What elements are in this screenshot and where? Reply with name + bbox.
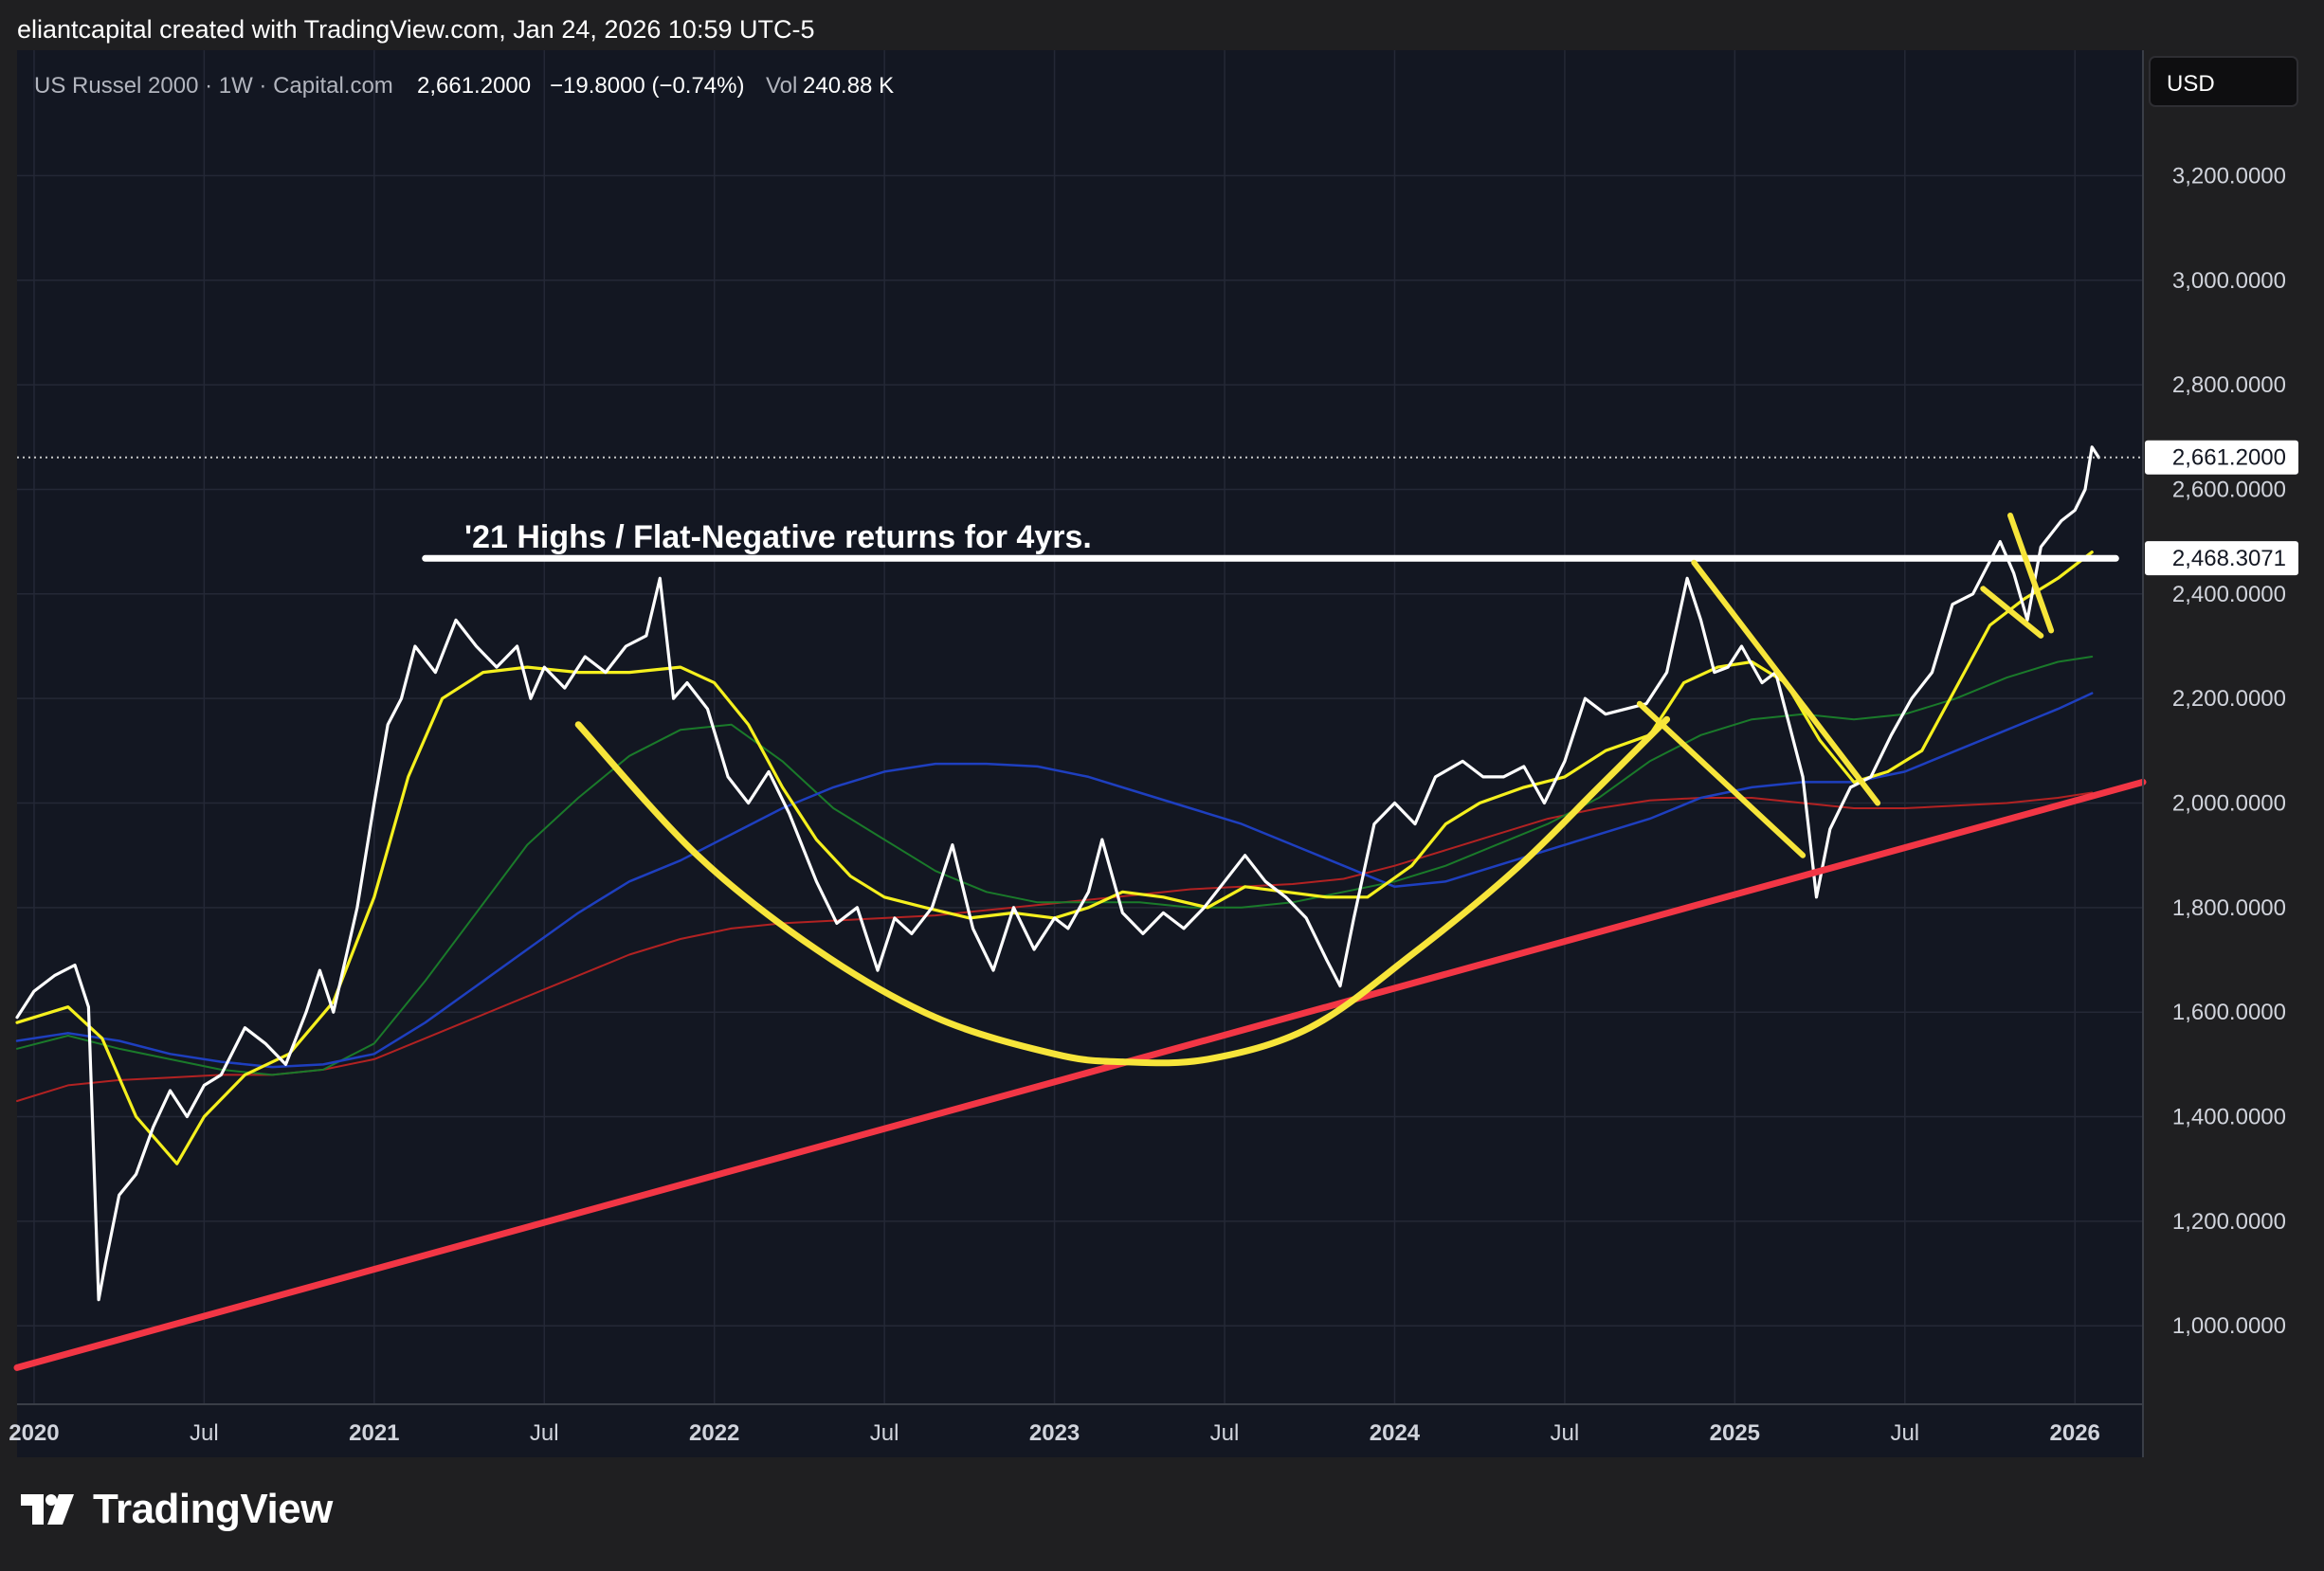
rounding-bottom-curve[interactable] (574, 715, 1671, 1067)
legend-vol-label: Vol (766, 73, 797, 99)
resistance-price-label-text: 2,468.3071 (2172, 546, 2286, 571)
x-tick-label: Jul (870, 1420, 899, 1446)
attribution: eliantcapital created with TradingView.c… (17, 15, 815, 44)
x-tick-label: Jul (1551, 1420, 1580, 1446)
x-tick-label: 2021 (349, 1420, 399, 1446)
legend: US Russel 2000 · 1W · Capital.com 2,661.… (34, 73, 894, 99)
pattern-line[interactable] (1980, 586, 2044, 639)
resistance-price-label-box (2145, 541, 2298, 576)
series-ma-green (16, 656, 2094, 1076)
x-tick-label: 2023 (1029, 1420, 1080, 1446)
pattern-line[interactable] (1636, 700, 1807, 858)
grid (17, 50, 2143, 1404)
y-tick-label: 3,200.0000 (2172, 163, 2286, 189)
y-tick-label: 1,600.0000 (2172, 1000, 2286, 1025)
currency-label: USD (2167, 71, 2215, 97)
y-tick-label: 2,600.0000 (2172, 477, 2286, 502)
y-tick-label: 1,000.0000 (2172, 1313, 2286, 1339)
last-price-label-text: 2,661.2000 (2172, 445, 2286, 471)
x-tick-label: 2025 (1710, 1420, 1760, 1446)
series-price (15, 445, 2100, 1302)
x-tick-label: Jul (190, 1420, 219, 1446)
series-ma-blue (15, 692, 2094, 1069)
drawing-layer[interactable] (13, 513, 2147, 1371)
legend-symbol[interactable]: US Russel 2000 · 1W · Capital.com (34, 73, 393, 99)
currency-button[interactable]: USD (2149, 56, 2298, 107)
brand-name: TradingView (93, 1486, 333, 1532)
price-labels: 2,661.2000 2,468.3071 (2145, 440, 2298, 576)
price-axis[interactable]: 1,000.0000 1,200.0000 1,400.0000 1,600.0000… (2172, 163, 2286, 1339)
chart-background (17, 50, 2143, 1457)
last-price-label: 2,661.2000 (2145, 440, 2298, 475)
resistance-price-label: 2,468.3071 (2145, 541, 2298, 576)
pattern-line[interactable] (1691, 559, 1881, 806)
legend-price: 2,661.2000 (417, 73, 531, 99)
x-tick-label: Jul (1210, 1420, 1240, 1446)
x-tick-label: 2022 (689, 1420, 739, 1446)
y-tick-label: 2,200.0000 (2172, 686, 2286, 712)
y-tick-label: 1,400.0000 (2172, 1105, 2286, 1130)
x-tick-label: 2020 (9, 1420, 59, 1446)
x-tick-label: Jul (530, 1420, 559, 1446)
legend-vol-value: 240.88 K (803, 73, 894, 99)
y-tick-label: 2,000.0000 (2172, 791, 2286, 817)
pattern-line[interactable] (2007, 513, 2055, 634)
time-axis[interactable]: 2020 Jul 2021 Jul 2022 Jul 2023 Jul 2024 Jul 2025 J… (9, 1420, 2100, 1446)
last-price-label-box (2145, 440, 2298, 475)
x-tick-label: 2026 (2050, 1420, 2100, 1446)
brand[interactable]: TradingView (21, 1486, 333, 1533)
x-tick-label: Jul (1890, 1420, 1919, 1446)
annotation-text[interactable]: '21 Highs / Flat-Negative returns for 4y… (464, 519, 1092, 555)
support-trendline[interactable] (13, 778, 2147, 1371)
y-tick-label: 1,200.0000 (2172, 1209, 2286, 1235)
tradingview-logo-icon (21, 1494, 74, 1525)
y-tick-label: 2,400.0000 (2172, 582, 2286, 607)
y-tick-label: 1,800.0000 (2172, 895, 2286, 921)
x-tick-label: 2024 (1370, 1420, 1421, 1446)
y-tick-label: 3,000.0000 (2172, 268, 2286, 294)
legend-change: −19.8000 (−0.74%) (550, 73, 745, 99)
y-tick-label: 2,800.0000 (2172, 372, 2286, 398)
